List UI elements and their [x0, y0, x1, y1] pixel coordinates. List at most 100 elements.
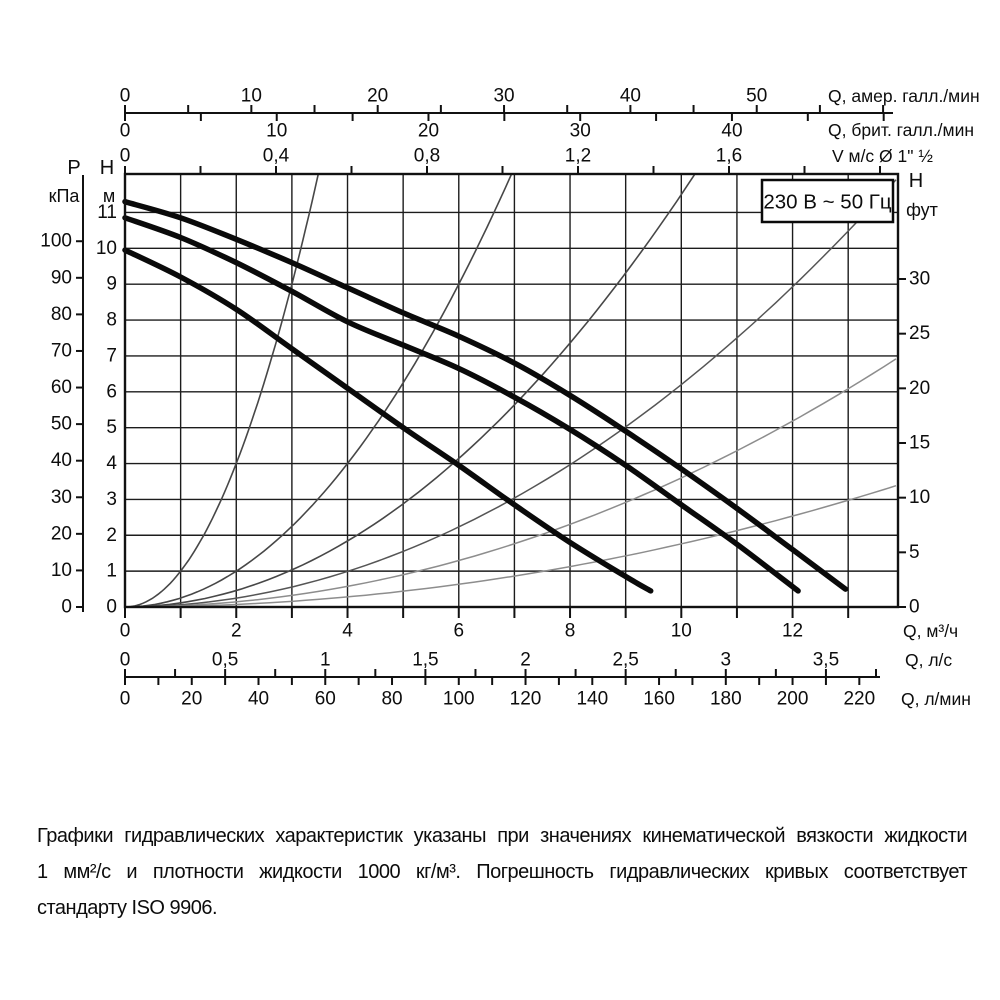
axis-unit-label-us-gpm: Q, амер. галл./мин [828, 86, 980, 106]
tick-label-lmin: 140 [576, 689, 608, 710]
axis-title-head-right: Н [909, 170, 923, 192]
tick-label-us-gpm: 30 [493, 86, 514, 107]
tick-label-ft: 5 [909, 542, 920, 563]
tick-label-us-gpm: 20 [367, 86, 388, 107]
axis-unit-label-lmin: Q, л/мин [901, 689, 971, 709]
tick-label-kpa: 30 [51, 487, 72, 508]
tick-label-kpa: 60 [51, 377, 72, 398]
tick-label-ft: 30 [909, 269, 930, 290]
tick-label-head-m: 2 [106, 525, 117, 546]
tick-label-ls: 3 [721, 650, 732, 671]
tick-label-velocity: 0,8 [414, 146, 440, 167]
pump-chart: 0 10 20 30 40 50 Q, амер. галл./мин 0 10 20 30 40 Q,… [40, 86, 980, 710]
axis-unit-label-imp-gpm: Q, брит. галл./мин [828, 120, 974, 140]
tick-label-ls: 2 [520, 650, 531, 671]
tick-label-head-m: 5 [106, 417, 117, 438]
tick-label-ls: 2,5 [612, 650, 638, 671]
tick-label-head-m: 9 [106, 274, 117, 295]
tick-label-kpa: 0 [61, 597, 72, 618]
tick-label-head-m: 8 [106, 310, 117, 331]
tick-label-imp-gpm: 30 [570, 121, 591, 142]
tick-label-us-gpm: 40 [620, 86, 641, 107]
tick-label-imp-gpm: 20 [418, 121, 439, 142]
voltage-box [760, 178, 895, 224]
footnote-line-2: 1 мм²/с и плотности жидкости 1000 кг/м³.… [37, 861, 968, 883]
tick-label-m3h: 4 [342, 621, 353, 642]
pump-curve-speed-3 [122, 198, 849, 592]
tick-label-kpa: 40 [51, 450, 72, 471]
tick-label-lmin: 20 [181, 689, 202, 710]
tick-label-kpa: 70 [51, 340, 72, 361]
tick-label-lmin: 60 [315, 689, 336, 710]
footnote-line-1: Графики гидравлических характеристик ука… [37, 825, 968, 847]
tick-label-kpa: 90 [51, 267, 72, 288]
tick-label-velocity: 1,6 [716, 146, 742, 167]
tick-label-head-m: 6 [106, 381, 117, 402]
tick-label-velocity: 0,4 [263, 146, 290, 167]
tick-label-us-gpm: 50 [746, 86, 767, 107]
tick-label-ls: 0,5 [212, 650, 238, 671]
tick-label-m3h: 6 [453, 621, 464, 642]
tick-label-lmin: 100 [443, 689, 475, 710]
system-curve [124, 174, 319, 608]
tick-label-ft: 10 [909, 487, 930, 508]
tick-label-velocity: 0 [120, 146, 131, 167]
tick-label-ls: 3,5 [813, 650, 839, 671]
pump-curve-speed-1 [122, 247, 654, 594]
tick-label-us-gpm: 0 [120, 86, 131, 107]
tick-label-head-m: 1 [106, 561, 117, 582]
tick-label-lmin: 180 [710, 689, 742, 710]
tick-label-lmin: 80 [381, 689, 402, 710]
tick-label-imp-gpm: 0 [120, 121, 131, 142]
tick-label-m3h: 10 [671, 621, 692, 642]
axis-title-pressure: Р [67, 157, 80, 179]
tick-label-kpa: 80 [51, 304, 72, 325]
tick-label-ls: 0 [120, 650, 131, 671]
tick-label-imp-gpm: 10 [266, 121, 287, 142]
tick-label-head-m: 4 [106, 453, 117, 474]
tick-label-us-gpm: 10 [241, 86, 262, 107]
tick-label-ft: 25 [909, 323, 930, 344]
system-curve [125, 484, 897, 608]
tick-label-kpa: 100 [40, 231, 72, 252]
tick-label-lmin: 40 [248, 689, 269, 710]
footnote-line-3: стандарту ISO 9906. [37, 897, 218, 919]
system-curve [124, 174, 696, 608]
tick-label-lmin: 160 [643, 689, 675, 710]
tick-label-ls: 1,5 [412, 650, 438, 671]
tick-label-head-m: 3 [106, 489, 117, 510]
tick-label-lmin: 200 [777, 689, 809, 710]
axis-title-head: Н [100, 157, 114, 179]
tick-label-lmin: 220 [843, 689, 875, 710]
tick-label-head-m: 11 [97, 202, 117, 223]
tick-label-kpa: 50 [51, 414, 72, 435]
tick-label-ft: 20 [909, 378, 930, 399]
tick-label-imp-gpm: 40 [721, 121, 742, 142]
tick-label-kpa: 10 [51, 560, 72, 581]
axis-unit-kpa: кПа [49, 186, 81, 206]
tick-label-ft: 15 [909, 433, 930, 454]
tick-label-m3h: 8 [565, 621, 576, 642]
tick-label-head-m: 0 [106, 597, 117, 618]
tick-label-lmin: 120 [510, 689, 542, 710]
plot-border [123, 172, 900, 609]
axis-unit-label-velocity: V м/с Ø 1" ½ [832, 146, 933, 166]
system-curve [124, 358, 897, 608]
tick-label-ls: 1 [320, 650, 331, 671]
tick-label-ft: 0 [909, 597, 920, 618]
tick-label-head-m: 7 [106, 345, 117, 366]
tick-label-velocity: 1,2 [565, 146, 591, 167]
voltage-rating-label: 230 В ~ 50 Гц [763, 191, 892, 214]
axis-unit-m: м [103, 186, 115, 206]
pump-curve-speed-2 [122, 215, 801, 594]
tick-label-m3h: 2 [231, 621, 242, 642]
tick-label-lmin: 0 [120, 689, 131, 710]
tick-label-m3h: 12 [782, 621, 803, 642]
tick-label-head-m: 10 [96, 238, 117, 259]
footnote: Графики гидравлических характеристик ука… [37, 818, 968, 926]
tick-label-kpa: 20 [51, 523, 72, 544]
axis-unit-label-ls: Q, л/с [905, 650, 952, 670]
tick-label-m3h: 0 [120, 621, 131, 642]
system-curve [124, 174, 512, 608]
